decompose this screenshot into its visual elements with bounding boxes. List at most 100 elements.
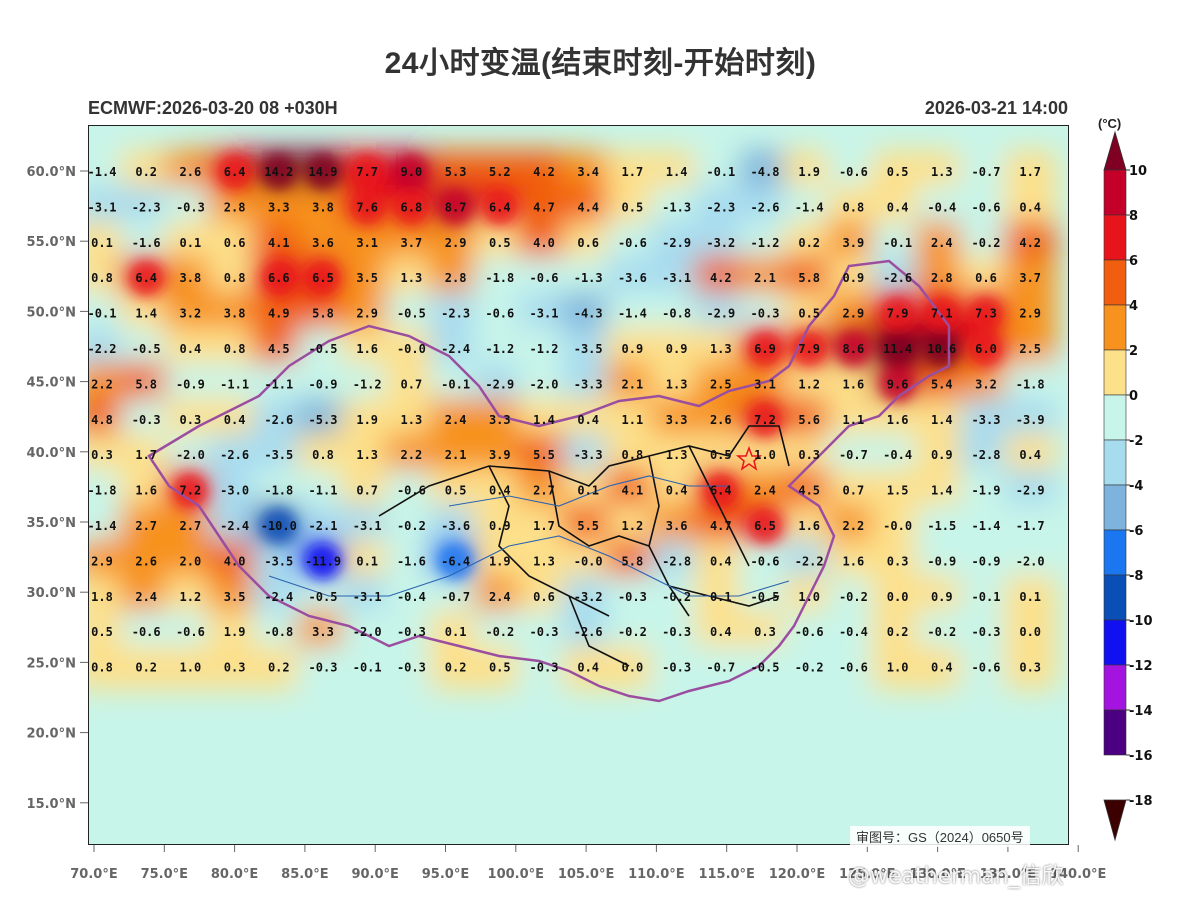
grid-value: 6.9 <box>754 342 776 356</box>
grid-value: -3.1 <box>530 307 559 321</box>
grid-value: -3.2 <box>574 590 603 604</box>
grid-value: 0.4 <box>710 625 732 639</box>
lat-label: 40.0°N <box>27 446 76 461</box>
grid-value: 0.1 <box>180 236 202 250</box>
grid-value: 6.4 <box>135 271 157 285</box>
grid-value: 4.8 <box>91 413 113 427</box>
grid-value: 0.7 <box>356 484 378 498</box>
colorbar-segment <box>1103 709 1127 756</box>
grid-value: 1.2 <box>622 519 644 533</box>
grid-value: 1.2 <box>180 590 202 604</box>
colorbar-label: -18 <box>1129 794 1153 809</box>
grid-value: 0.2 <box>268 661 290 675</box>
lon-label: 95.0°E <box>422 867 469 882</box>
field-core <box>260 154 297 190</box>
grid-value: 7.2 <box>754 413 776 427</box>
grid-value: -2.9 <box>1016 484 1045 498</box>
grid-value: 2.2 <box>843 519 865 533</box>
grid-value: 0.9 <box>489 519 511 533</box>
field-core <box>923 331 960 367</box>
lon-label: 115.0°E <box>698 867 755 882</box>
colorbar-segment <box>1103 169 1127 216</box>
grid-value: 0.1 <box>710 590 732 604</box>
temperature-change-map[interactable]: -1.4 0.2 2.6 6.4 14.2 14.9 7.7 9.0 5.3 5.2 4.2 3.4 1… <box>88 125 1069 845</box>
grid-value: 6.6 <box>268 271 290 285</box>
grid-value: 5.6 <box>798 413 820 427</box>
grid-value: 1.3 <box>401 271 423 285</box>
grid-value: 14.9 <box>309 165 338 179</box>
grid-value: 0.9 <box>666 342 688 356</box>
grid-value: -2.0 <box>530 377 559 391</box>
lat-label: 45.0°N <box>27 376 76 391</box>
grid-value: 5.5 <box>577 519 599 533</box>
boundary-lines <box>147 259 951 703</box>
colorbar-segment <box>1103 574 1127 621</box>
grid-value: -1.9 <box>972 484 1001 498</box>
colorbar-segment <box>1103 484 1127 531</box>
grid-value: -0.1 <box>353 661 382 675</box>
grid-value: 0.5 <box>445 484 467 498</box>
grid-value: 3.9 <box>843 236 865 250</box>
grid-value: -2.2 <box>795 554 824 568</box>
grid-value: -2.3 <box>132 200 161 214</box>
grid-value: -2.8 <box>972 448 1001 462</box>
grid-value: 1.4 <box>931 413 953 427</box>
grid-value: -1.4 <box>618 307 647 321</box>
grid-value: 1.6 <box>843 554 865 568</box>
field-cell <box>164 645 217 690</box>
grid-value: 5.4 <box>931 377 953 391</box>
grid-value: -0.8 <box>264 625 293 639</box>
grid-value: -0.7 <box>839 448 868 462</box>
grid-value: 3.7 <box>1019 271 1041 285</box>
grid-value: -6.4 <box>441 554 470 568</box>
grid-value: 0.8 <box>91 661 113 675</box>
grid-value: 7.9 <box>798 342 820 356</box>
grid-value: 0.3 <box>224 661 246 675</box>
temperature-field <box>89 150 1057 690</box>
grid-value: 1.6 <box>798 519 820 533</box>
grid-value: 0.6 <box>533 590 555 604</box>
grid-value: 0.4 <box>666 484 688 498</box>
grid-value: 0.5 <box>798 307 820 321</box>
grid-value: 1.0 <box>887 661 909 675</box>
grid-value: 2.8 <box>224 200 246 214</box>
field-core <box>835 331 872 367</box>
grid-value: -0.6 <box>176 625 205 639</box>
grid-value: -1.2 <box>353 377 382 391</box>
field-cell <box>606 645 659 690</box>
grid-value: 7.9 <box>887 307 909 321</box>
lon-label: 85.0°E <box>281 867 328 882</box>
grid-value: 1.1 <box>622 413 644 427</box>
grid-value: -1.4 <box>795 200 824 214</box>
lat-label: 30.0°N <box>27 586 76 601</box>
station-values: -1.4 0.2 2.6 6.4 14.2 14.9 7.7 9.0 5.3 5.2 4.2 3.4 1… <box>89 165 1045 675</box>
grid-value: 2.4 <box>489 590 511 604</box>
grid-value: 0.4 <box>710 554 732 568</box>
map-canvas: -1.4 0.2 2.6 6.4 14.2 14.9 7.7 9.0 5.3 5.2 4.2 3.4 1… <box>89 126 1068 844</box>
grid-value: -2.6 <box>574 625 603 639</box>
grid-value: 0.4 <box>931 661 953 675</box>
model-run-label: ECMWF:2026-03-20 08 +030H <box>88 98 338 118</box>
grid-value: -0.2 <box>795 661 824 675</box>
grid-value: -2.2 <box>89 342 116 356</box>
field-cell <box>738 645 792 690</box>
field-cell <box>650 645 703 690</box>
colorbar-segment <box>1103 664 1127 711</box>
grid-value: 0.4 <box>577 661 599 675</box>
grid-value: 0.2 <box>135 165 157 179</box>
grid-value: 0.3 <box>1019 661 1041 675</box>
grid-value: 0.2 <box>135 661 157 675</box>
grid-value: -0.3 <box>397 625 426 639</box>
field-core <box>305 154 341 190</box>
colorbar-label: -14 <box>1129 704 1153 719</box>
colorbar-label: 4 <box>1129 299 1138 314</box>
grid-value: 1.6 <box>843 377 865 391</box>
grid-value: 0.2 <box>887 625 909 639</box>
grid-value: 0.3 <box>180 413 202 427</box>
grid-value: 2.9 <box>1019 307 1041 321</box>
grid-value: -0.5 <box>132 342 161 356</box>
grid-value: -3.1 <box>662 271 691 285</box>
grid-value: 0.3 <box>91 448 113 462</box>
grid-value: -1.1 <box>264 377 293 391</box>
valid-time-label: 2026-03-21 14:00 <box>924 98 1068 118</box>
